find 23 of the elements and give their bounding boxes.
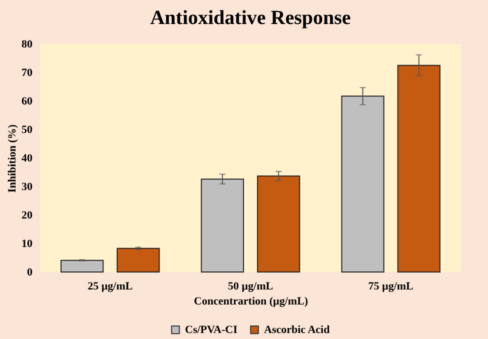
y-tick-label: 70 — [22, 67, 33, 79]
y-tick-label: 60 — [22, 96, 33, 108]
legend-label: Cs/PVA-CI — [185, 324, 238, 336]
chart-title: Antioxidative Response — [150, 7, 351, 29]
y-tick-label: 30 — [22, 181, 33, 193]
y-tick-label: 40 — [22, 152, 33, 164]
y-tick-label: 50 — [22, 124, 33, 136]
bar — [200, 178, 244, 272]
bar — [397, 64, 440, 272]
y-tick-label: 20 — [22, 210, 33, 222]
bar — [60, 260, 104, 272]
x-tick-label: 75 µg/mL — [368, 280, 414, 292]
y-tick-label: 10 — [22, 238, 33, 250]
x-tick-label: 50 µg/mL — [228, 280, 274, 292]
legend-label: Ascorbic Acid — [264, 324, 330, 336]
y-tick-label: 0 — [27, 266, 33, 278]
y-axis-title: Inhibition (%) — [6, 124, 18, 193]
x-tick-label: 25 µg/mL — [88, 280, 133, 292]
bar — [341, 96, 384, 272]
bar — [116, 248, 160, 272]
bar — [257, 175, 300, 272]
x-axis-title: Concentrartion (µg/mL) — [194, 296, 308, 308]
y-tick-label: 80 — [22, 38, 33, 50]
